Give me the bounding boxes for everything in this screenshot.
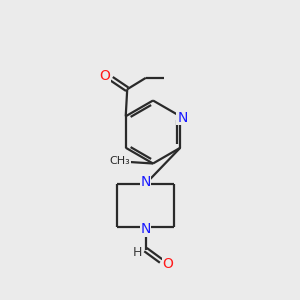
Text: N: N [177,111,188,125]
Text: N: N [140,175,151,189]
Text: H: H [132,245,142,259]
Text: N: N [140,222,151,236]
Text: CH₃: CH₃ [110,156,130,167]
Text: O: O [162,257,173,271]
Text: O: O [100,69,110,83]
